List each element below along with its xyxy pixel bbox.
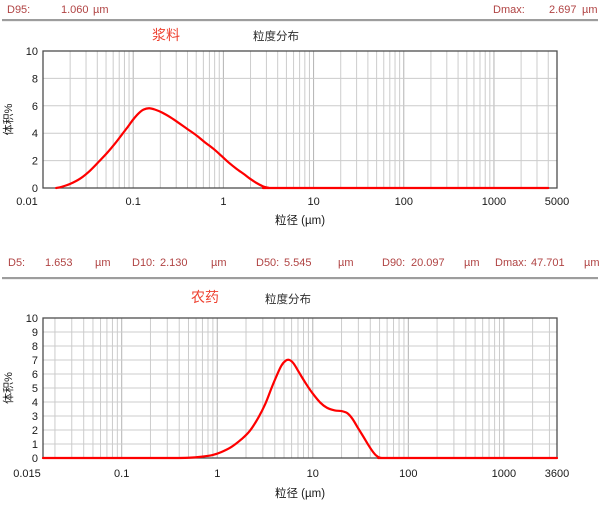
- y-tick-label: 10: [26, 46, 38, 58]
- d50-value: 5.545: [284, 257, 312, 269]
- d95-label: D95:: [7, 4, 31, 16]
- y-tick-label: 2: [32, 156, 38, 168]
- y-tick-label: 0: [32, 453, 38, 465]
- dmax-value: 2.697: [549, 4, 577, 16]
- x-tick-label: 5000: [545, 196, 569, 208]
- d50-unit: µm: [338, 257, 354, 269]
- d10-label: D10:: [132, 257, 156, 269]
- separator-line: [2, 277, 598, 280]
- x-tick-labels: 0.01 0.1 1 10 100 1000 5000: [16, 196, 569, 208]
- x-axis-title: 粒径 (µm): [275, 213, 325, 227]
- dmax2-label: Dmax:: [495, 257, 527, 269]
- dmax2-unit: µm: [584, 257, 600, 269]
- d5-label: D5:: [8, 257, 26, 269]
- x-tick-label: 1000: [492, 468, 516, 480]
- y-tick-label: 4: [32, 128, 38, 140]
- y-tick-label: 5: [32, 383, 38, 395]
- x-tick-label: 0.015: [13, 468, 41, 480]
- distribution-curve: [55, 107, 550, 190]
- x-tick-label: 10: [307, 196, 319, 208]
- d90-label: D90:: [382, 257, 406, 269]
- x-tick-label: 0.1: [126, 196, 141, 208]
- x-tick-label: 0.01: [16, 196, 37, 208]
- y-tick-label: 2: [32, 425, 38, 437]
- x-tick-label: 1: [220, 196, 226, 208]
- slurry-distribution-chart: 0 2 4 6 8 10 0.01 0.1 1 10 100 1000 5000 粒径 (µm) 体积%: [1, 46, 569, 227]
- y-tick-labels: 0 1 2 3 4 5 6 7 8 9 10: [26, 313, 38, 465]
- d95-value: 1.060: [61, 4, 89, 16]
- y-tick-label: 8: [32, 73, 38, 85]
- y-tick-label: 3: [32, 411, 38, 423]
- dmax-unit: µm: [582, 4, 598, 16]
- dmax-label: Dmax:: [493, 4, 525, 16]
- chart-title: 粒度分布: [253, 31, 299, 43]
- y-tick-label: 8: [32, 341, 38, 353]
- sample-name-pesticide: 农药: [191, 289, 219, 305]
- d5-unit: µm: [95, 257, 111, 269]
- y-tick-label: 10: [26, 313, 38, 325]
- dmax2-value: 47.701: [531, 257, 565, 269]
- x-tick-label: 1000: [482, 196, 506, 208]
- y-gridlines: [43, 331, 557, 445]
- chart-title: 粒度分布: [265, 294, 311, 306]
- d10-unit: µm: [211, 257, 227, 269]
- x-tick-label: 3600: [545, 468, 569, 480]
- x-gridlines: [69, 51, 549, 188]
- y-tick-label: 6: [32, 369, 38, 381]
- y-axis-title: 体积%: [1, 372, 15, 404]
- d10-value: 2.130: [160, 257, 188, 269]
- x-axis-title: 粒径 (µm): [275, 486, 325, 500]
- y-tick-label: 6: [32, 101, 38, 113]
- y-tick-label: 4: [32, 397, 38, 409]
- d95-unit: µm: [93, 4, 109, 16]
- y-tick-label: 1: [32, 439, 38, 451]
- separator-line: [2, 19, 598, 22]
- x-tick-labels: 0.015 0.1 1 10 100 1000 3600: [13, 468, 569, 480]
- sample-name-slurry: 浆料: [152, 27, 180, 43]
- d50-label: D50:: [256, 257, 280, 269]
- distribution-curve: [41, 358, 559, 460]
- d90-unit: µm: [464, 257, 480, 269]
- x-tick-label: 100: [395, 196, 413, 208]
- pesticide-distribution-chart: 0 1 2 3 4 5 6 7 8 9 10 0.015 0.1 1 10 100 1000 3600 粒径 (µm…: [1, 313, 569, 500]
- y-gridlines: [43, 77, 557, 162]
- x-tick-label: 0.1: [114, 468, 129, 480]
- y-tick-label: 7: [32, 355, 38, 367]
- y-tick-labels: 0 2 4 6 8 10: [26, 46, 38, 195]
- x-tick-label: 1: [214, 468, 220, 480]
- d90-value: 20.097: [411, 257, 445, 269]
- plot-frame: [42, 317, 558, 459]
- x-tick-label: 10: [307, 468, 319, 480]
- y-axis-title: 体积%: [1, 103, 15, 135]
- d5-value: 1.653: [45, 257, 73, 269]
- x-tick-label: 100: [399, 468, 417, 480]
- y-tick-label: 0: [32, 183, 38, 195]
- y-tick-label: 9: [32, 327, 38, 339]
